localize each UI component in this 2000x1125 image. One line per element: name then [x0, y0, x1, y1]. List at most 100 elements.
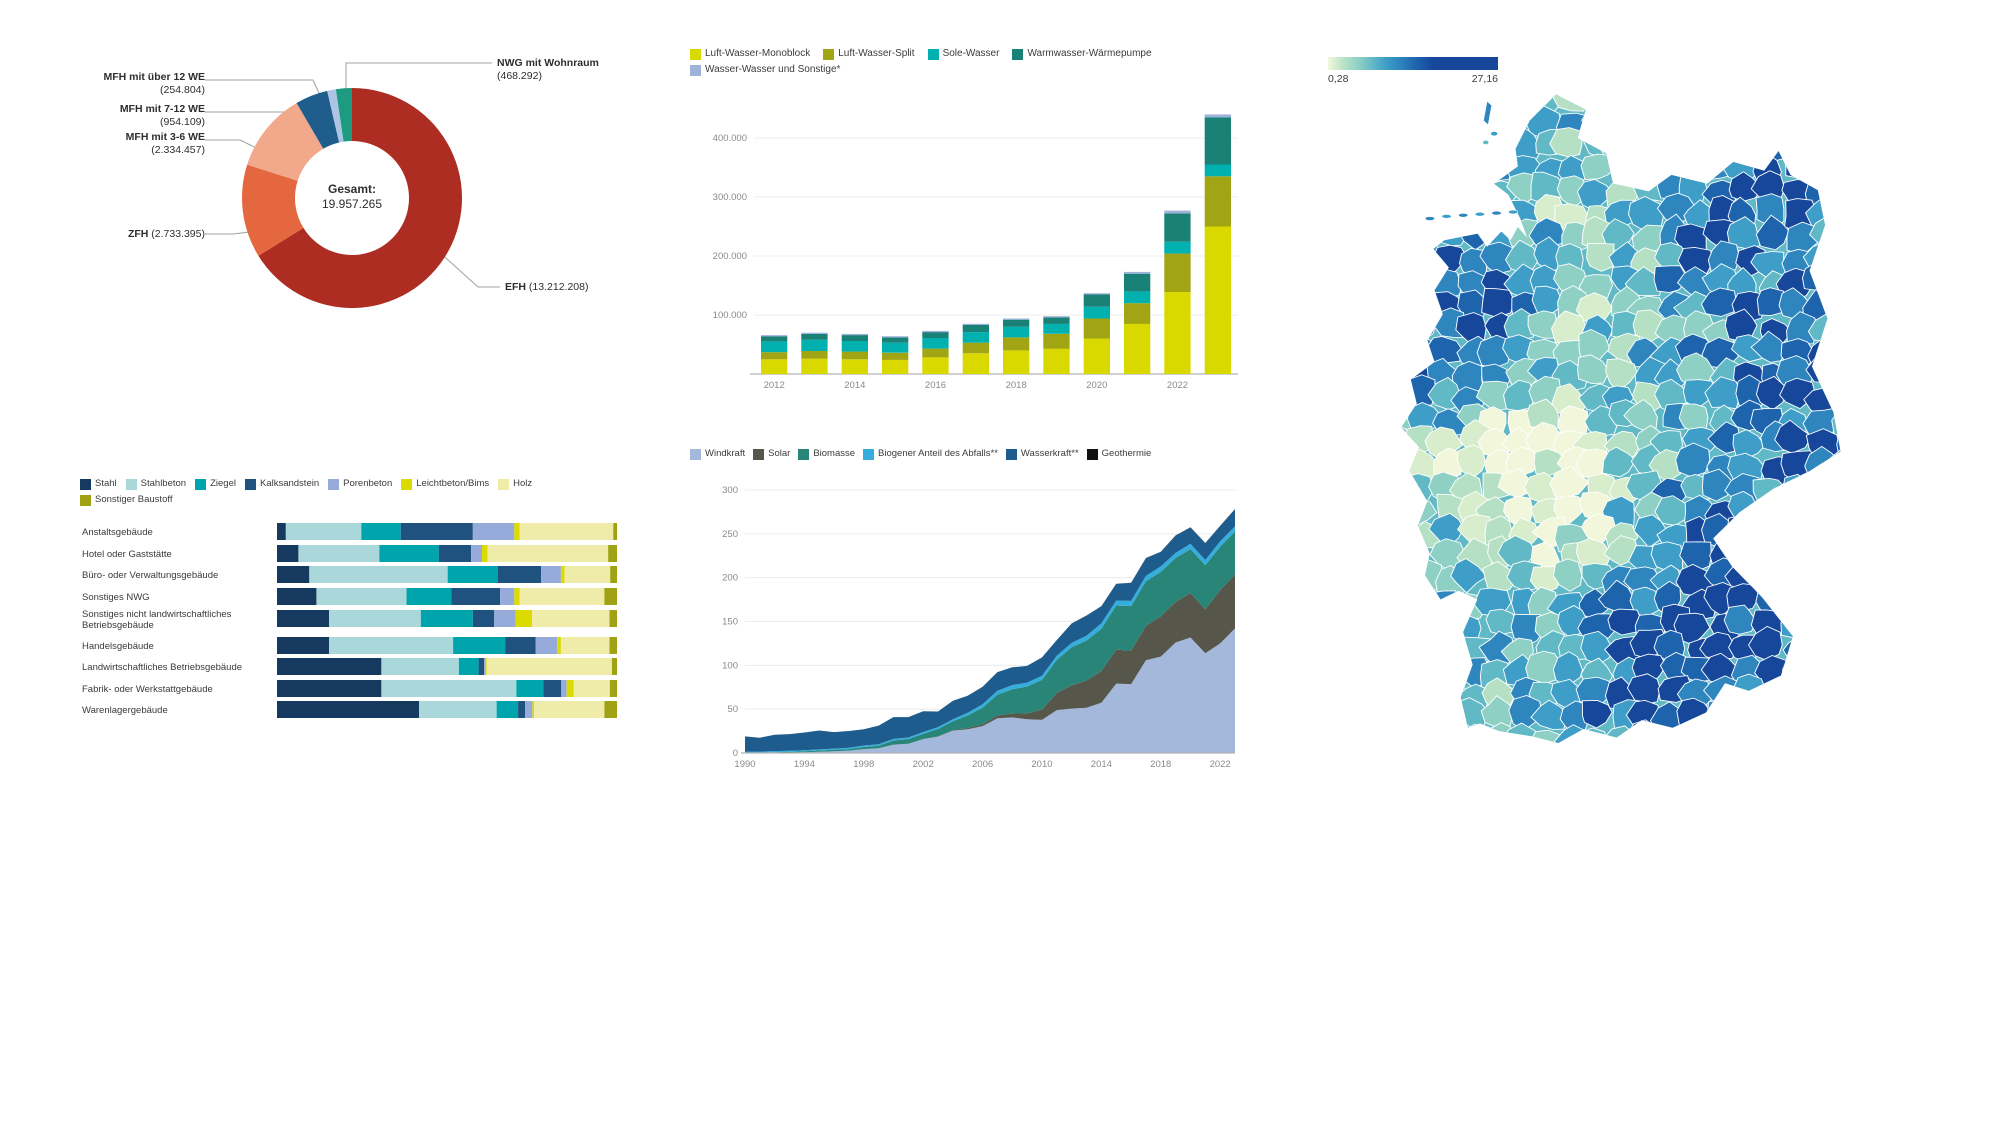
district-cell [1401, 155, 1418, 189]
district-cell [1733, 94, 1770, 115]
district-cell [1828, 524, 1841, 553]
district-cell [1831, 405, 1841, 437]
legend-swatch-icon [690, 48, 701, 60]
bar-segment [1204, 114, 1231, 118]
area-band-solar [745, 574, 1235, 753]
district-cell [1784, 518, 1817, 553]
legend-item: Warmwasser-Wärmepumpe [1012, 48, 1152, 60]
bar-segment [922, 348, 949, 358]
district-cell [1401, 399, 1414, 431]
bar-segment [1083, 306, 1110, 319]
district-cell [1401, 106, 1413, 138]
bar-segment [1083, 293, 1110, 295]
district-cell [1503, 379, 1536, 412]
hbar-segment [604, 588, 617, 605]
district-cell [1581, 699, 1613, 729]
bar-segment [1204, 226, 1231, 374]
axis-label: 1994 [794, 759, 815, 770]
district-cell [1456, 444, 1486, 479]
district-cell [1725, 110, 1761, 139]
district-cell [1460, 176, 1497, 206]
district-cell [1607, 608, 1642, 636]
legend-item: Ziegel [195, 478, 236, 490]
hbar-segment [361, 523, 401, 540]
district-cell [1752, 102, 1786, 131]
bar-segment [1164, 241, 1191, 254]
hbar-segment [471, 545, 483, 562]
district-cell [1805, 655, 1841, 689]
bar-segment [1204, 176, 1231, 227]
axis-label: 2018 [1150, 759, 1171, 770]
bar-segment [801, 339, 828, 351]
district-cell [1480, 752, 1514, 778]
bar-segment [1043, 316, 1070, 318]
district-cell [1780, 605, 1811, 639]
district-cell [1856, 491, 1868, 522]
bar-segment [882, 342, 909, 353]
district-cell [1732, 127, 1768, 160]
district-cell [1832, 156, 1841, 184]
bar-segment [761, 341, 788, 353]
heatpump-sales-chart: 100.000 200.000 300.000 400.000 2012 2014 2016… [713, 114, 1238, 391]
district-cell [1829, 339, 1841, 368]
hbar-segment [277, 523, 286, 540]
hbar-segment [381, 680, 517, 697]
axis-label: 2016 [925, 380, 946, 391]
axis-label: 2022 [1210, 759, 1231, 770]
district-cell [1824, 583, 1841, 617]
hbar-segment [566, 680, 574, 697]
district-cell [1552, 558, 1583, 592]
hbar-segment [484, 658, 486, 675]
district-cell [1732, 429, 1766, 460]
legend-label: Biogener Anteil des Abfalls** [878, 448, 998, 459]
map-scale-max-label: 27,16 [1471, 73, 1498, 85]
area-band-wasserkraft- [745, 509, 1235, 752]
legend-item: Luft-Wasser-Monoblock [690, 48, 810, 60]
hbar-segment [543, 680, 562, 697]
district-cell [1834, 748, 1868, 778]
district-cell [1823, 197, 1841, 227]
district-cell [1802, 698, 1840, 733]
bar-segment [1083, 338, 1110, 374]
legend-swatch-icon [498, 478, 510, 490]
bar-segment [922, 357, 949, 374]
hbar-segment [482, 545, 488, 562]
district-cell [1828, 289, 1841, 322]
district-cell [1586, 242, 1615, 272]
district-cell [1425, 130, 1457, 163]
district-cell [1674, 721, 1714, 743]
axis-label: 300 [722, 485, 738, 496]
district-cell [1832, 352, 1841, 388]
bar-segment [801, 333, 828, 340]
district-cell [1412, 722, 1445, 743]
district-cell [1750, 94, 1791, 121]
district-cell [1632, 129, 1665, 166]
district-cell [1601, 446, 1637, 478]
district-cell [1401, 606, 1412, 643]
bar-segment [962, 323, 989, 325]
donut-slice-mfh-mit-7-12-we [296, 90, 340, 149]
district-cell [1608, 150, 1648, 183]
bar-segment [1204, 164, 1231, 177]
legend-swatch-icon [798, 448, 810, 460]
axis-label: 2022 [1167, 380, 1188, 391]
district-cell [1401, 329, 1414, 362]
district-cell [1401, 309, 1421, 341]
district-cell [1430, 193, 1461, 228]
bar-segment [882, 352, 909, 360]
hbar-segment [329, 637, 454, 654]
district-cell [1774, 419, 1812, 454]
bar-segment [801, 332, 828, 334]
hbar-segment [420, 610, 473, 627]
district-cell [1827, 539, 1841, 570]
district-cell [1433, 177, 1466, 208]
heatpump-sales-panel: Luft-Wasser-Monoblock Luft-Wasser-Split So… [690, 40, 1260, 400]
hbar-segment [486, 658, 612, 675]
bar-segment [1124, 271, 1151, 274]
district-cell [1401, 677, 1416, 709]
district-cell [1777, 106, 1815, 138]
district-cell [1859, 88, 1868, 117]
district-cell [1856, 672, 1868, 706]
area-band-biogener-anteil-des-abfalls- [745, 526, 1235, 753]
district-cell [1401, 693, 1416, 727]
